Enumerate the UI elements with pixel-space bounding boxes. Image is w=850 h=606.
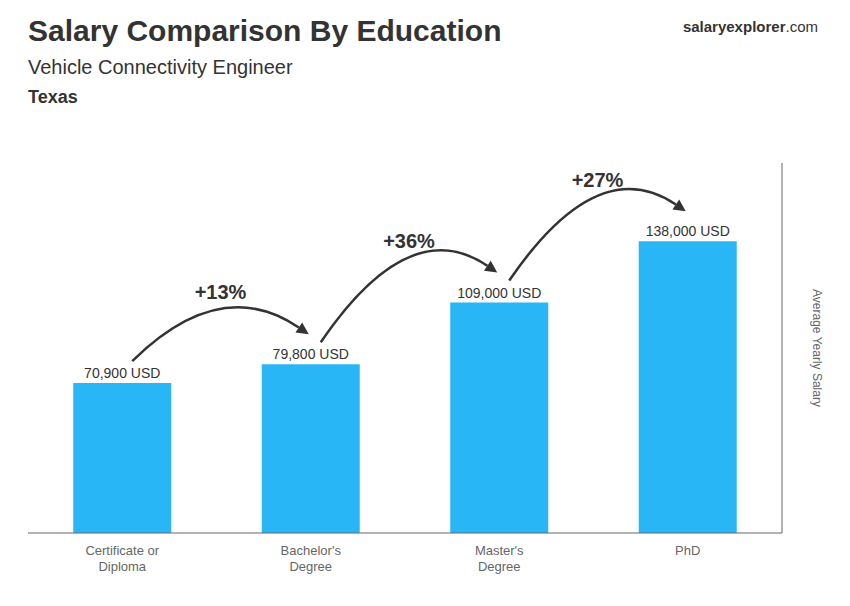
svg-text:Master'sDegree: Master'sDegree — [475, 543, 524, 574]
html-text:Texas: Texas — [28, 87, 78, 107]
html-text:Vehicle Connectivity Engineer: Vehicle Connectivity Engineer — [28, 56, 293, 78]
svg-text:109,000 USD: 109,000 USD — [457, 285, 541, 301]
svg-text:Certificate orDiploma: Certificate orDiploma — [85, 543, 159, 574]
html-text:Salary Comparison By Education: Salary Comparison By Education — [28, 14, 502, 47]
svg-text:+27%: +27% — [572, 169, 624, 191]
svg-text:Bachelor'sDegree: Bachelor'sDegree — [281, 543, 342, 574]
svg-text:Average Yearly Salary: Average Yearly Salary — [810, 289, 824, 407]
svg-text:PhD: PhD — [675, 543, 700, 558]
svg-text:138,000 USD: 138,000 USD — [646, 223, 730, 239]
html-text:salary explorer.com: salary explorer.com — [682, 18, 818, 35]
svg-text:79,800 USD: 79,800 USD — [273, 346, 349, 362]
svg-text:+13%: +13% — [195, 281, 247, 303]
svg-text:70,900 USD: 70,900 USD — [84, 365, 160, 381]
svg-text:+36%: +36% — [383, 230, 435, 252]
